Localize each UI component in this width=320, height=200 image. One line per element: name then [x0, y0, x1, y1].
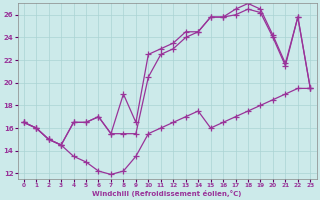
- X-axis label: Windchill (Refroidissement éolien,°C): Windchill (Refroidissement éolien,°C): [92, 190, 242, 197]
